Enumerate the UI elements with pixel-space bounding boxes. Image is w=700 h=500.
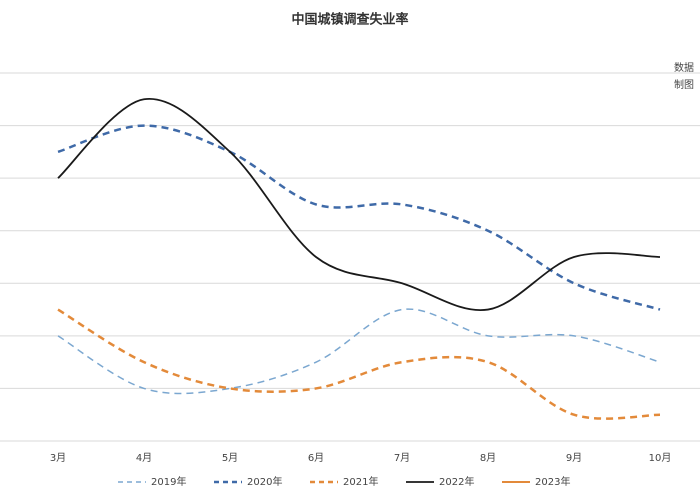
annotation: 数据 [674, 61, 694, 74]
x-tick-label: 10月 [649, 452, 672, 464]
chart-title: 中国城镇调查失业率 [291, 12, 408, 28]
x-tick-label: 8月 [480, 452, 496, 464]
series-line [57, 124, 661, 311]
legend-label: 2023年 [535, 475, 570, 488]
x-tick-label: 5月 [222, 452, 238, 464]
legend-label: 2022年 [439, 475, 474, 488]
series-line [57, 308, 661, 420]
x-tick-label: 7月 [394, 452, 410, 464]
series-line [57, 98, 661, 312]
legend-label: 2021年 [343, 475, 378, 488]
x-tick-label: 9月 [566, 452, 582, 464]
legend-label: 2020年 [247, 475, 282, 488]
annotation: 制图 [674, 78, 694, 91]
x-tick-label: 3月 [50, 452, 66, 464]
x-tick-label: 4月 [136, 452, 152, 464]
series-line [57, 308, 661, 395]
legend-label: 2019年 [151, 475, 186, 488]
x-tick-label: 6月 [308, 452, 324, 464]
